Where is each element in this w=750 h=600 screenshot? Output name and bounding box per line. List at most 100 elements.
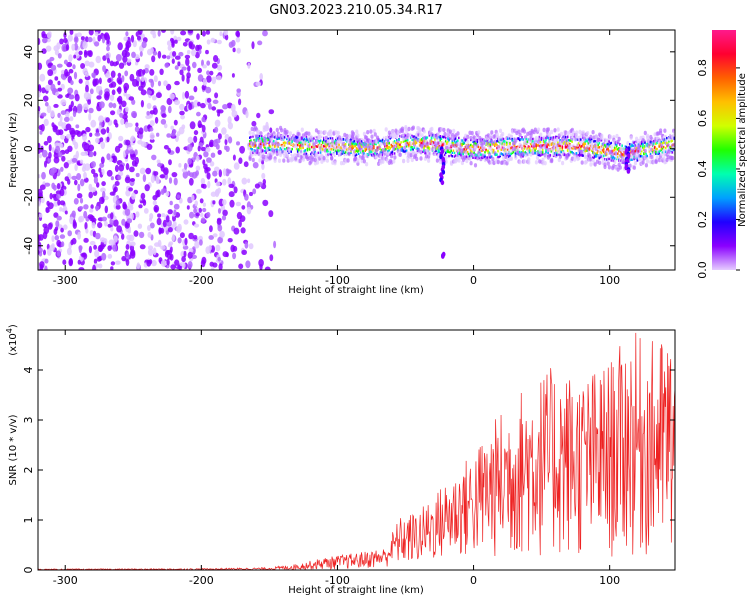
spectrogram-band-cell: [464, 139, 467, 142]
spectrogram-band-cell: [541, 148, 544, 151]
spectrogram-noise-cell: [129, 166, 135, 173]
spectrogram-noise-cell: [130, 153, 137, 161]
spectrogram-noise-cell: [107, 78, 112, 83]
spectrogram-band-cell: [306, 138, 309, 141]
spectrogram-band-cell: [351, 143, 353, 147]
spectrogram-band-cell: [329, 129, 333, 134]
spectrogram-band-cell: [449, 137, 451, 140]
spectrogram-band-cell: [581, 153, 583, 157]
spectrogram-band-cell: [379, 148, 382, 151]
spectrogram-noise-cell: [60, 83, 65, 90]
spectrogram-band-cell: [612, 156, 615, 159]
spectrogram-noise-cell: [147, 225, 151, 231]
spectrogram-noise-cell: [150, 79, 155, 88]
spectrogram-noise-cell: [114, 164, 119, 173]
spectrogram-noise-cell: [110, 70, 116, 78]
spectrogram-band-cell: [586, 140, 589, 143]
spectrogram-noise-cell: [215, 244, 221, 252]
spectrogram-noise-cell: [160, 118, 167, 125]
spectrogram-band-cell: [646, 142, 648, 146]
spectrogram-band-cell: [507, 148, 509, 151]
spectrogram-band-cell: [264, 135, 266, 138]
spectrogram-band-cell: [390, 154, 394, 159]
spectrogram-noise-cell: [123, 92, 128, 97]
spectrogram-feature-cell: [626, 168, 631, 174]
spectrogram-band-cell: [584, 141, 586, 144]
spectrogram-band-cell: [460, 154, 462, 157]
spectrogram-band-cell: [538, 137, 542, 142]
spectrogram-band-cell: [333, 161, 337, 166]
spectrogram-band-cell: [454, 154, 457, 157]
spectrogram-noise-cell: [55, 220, 60, 228]
spectrogram-band-cell: [669, 146, 671, 149]
spectrogram-band-cell: [658, 152, 660, 156]
spectrogram-noise-cell: [147, 231, 152, 238]
spectrogram-noise-cell: [131, 99, 136, 105]
spectrogram-band-cell: [331, 137, 334, 140]
spectrogram-noise-cell: [194, 240, 200, 249]
spectrogram-noise-cell: [45, 207, 50, 214]
y-tick-label: 40: [22, 45, 35, 59]
spectrogram-band-cell: [463, 141, 466, 144]
spectrogram-noise-cell: [153, 75, 158, 83]
spectrogram-band-cell: [490, 155, 493, 158]
spectrogram-noise-cell: [197, 101, 201, 107]
spectrogram-band-cell: [407, 126, 411, 132]
spectrogram-band-cell: [534, 152, 536, 155]
spectrogram-noise-cell: [140, 100, 144, 108]
spectrogram-band-cell: [272, 139, 275, 143]
spectrogram-band-cell: [645, 152, 647, 156]
spectrogram-noise-cell: [241, 177, 248, 185]
spectrogram-noise-cell: [225, 168, 230, 177]
spectrogram-noise-cell: [193, 235, 198, 240]
spectrogram-band-cell: [644, 163, 649, 168]
spectrogram-noise-cell: [152, 247, 157, 256]
spectrogram-band-cell: [398, 138, 400, 141]
spectrogram-band-cell: [475, 143, 478, 146]
spectrogram-noise-cell: [40, 196, 45, 204]
spectrogram-band-cell: [641, 150, 643, 153]
spectrogram-band-cell: [502, 137, 505, 141]
spectrogram-noise-cell: [212, 233, 218, 238]
spectrogram-noise-cell: [146, 90, 152, 95]
spectrogram-band-cell: [629, 135, 633, 140]
spectrogram-band-cell: [273, 158, 277, 163]
spectrogram-band-cell: [545, 149, 547, 152]
spectrogram-band-cell: [327, 150, 329, 153]
spectrogram-band-cell: [520, 144, 524, 150]
spectrogram-noise-cell: [196, 33, 200, 40]
spectrogram-band-cell: [656, 147, 658, 151]
spectrogram-noise-cell: [138, 231, 145, 239]
spectrogram-band-cell: [304, 149, 307, 152]
spectrogram-noise-cell: [47, 157, 52, 163]
spectrogram-band-cell: [611, 149, 614, 153]
spectrogram-band-cell: [263, 145, 265, 148]
spectrogram-band-cell: [386, 146, 388, 150]
spectrogram-band-cell: [315, 135, 317, 139]
spectrogram-band-cell: [426, 141, 430, 147]
spectrogram-band-cell: [571, 130, 576, 135]
spectrogram-band-cell: [506, 141, 508, 144]
spectrogram-band-cell: [258, 158, 262, 163]
spectrogram-band-cell: [322, 156, 326, 161]
spectrogram-noise-cell: [249, 191, 253, 197]
spectrogram-noise-cell: [88, 245, 92, 254]
spectrogram-band-cell: [598, 146, 601, 149]
spectrogram-band-cell: [410, 148, 412, 152]
spectrogram-noise-cell: [196, 111, 201, 117]
spectrogram-band-cell: [257, 151, 261, 156]
spectrogram-band-cell: [571, 147, 573, 150]
spectrogram-noise-cell: [38, 110, 41, 118]
spectrogram-band-cell: [443, 135, 446, 139]
spectrogram-band-cell: [451, 151, 454, 154]
spectrogram-noise-cell: [219, 31, 223, 37]
spectrogram-band-cell: [373, 153, 375, 156]
spectrogram-band-cell: [394, 147, 397, 150]
spectrogram-noise-cell: [206, 39, 211, 45]
spectrogram-noise-cell: [152, 195, 158, 201]
spectrogram-band-cell: [561, 148, 564, 152]
spectrogram-band-cell: [547, 143, 549, 146]
spectrogram-band-cell: [662, 148, 666, 154]
spectrogram-noise-cell: [223, 30, 228, 36]
spectrogram-band-cell: [598, 156, 601, 160]
